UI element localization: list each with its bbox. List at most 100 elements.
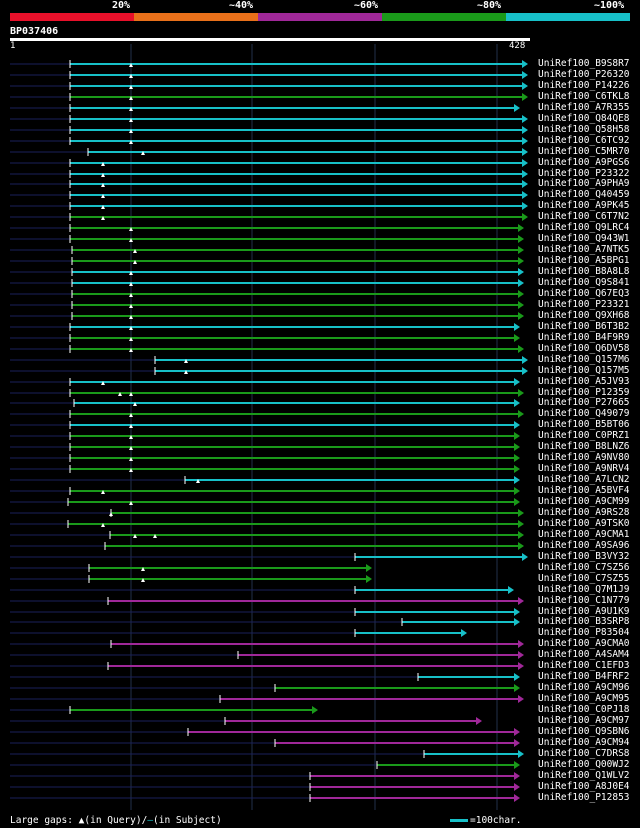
hit-label[interactable]: UniRef100_Q157M6 [538, 354, 630, 365]
gap-legend-label: Large gaps: [10, 815, 73, 826]
hit-label[interactable]: UniRef100_A5JV93 [538, 376, 630, 387]
hit-label[interactable]: UniRef100_B4F9R9 [538, 332, 630, 343]
hit-label[interactable]: UniRef100_Q49079 [538, 408, 630, 419]
hit-label[interactable]: UniRef100_Q7M1J9 [538, 584, 630, 595]
hit-label[interactable]: UniRef100_C1N779 [538, 595, 630, 606]
gap-marker-icon [129, 293, 133, 297]
hit-label[interactable]: UniRef100_Q157M5 [538, 365, 630, 376]
hit-label[interactable]: UniRef100_A9SA96 [538, 540, 630, 551]
hit-label[interactable]: UniRef100_Q6DV58 [538, 343, 630, 354]
hit-label[interactable]: UniRef100_B5BT06 [538, 419, 630, 430]
hit-label[interactable]: UniRef100_C0PJ18 [538, 704, 630, 715]
gap-marker-icon [129, 446, 133, 450]
hit-label[interactable]: UniRef100_P26320 [538, 69, 630, 80]
hit-arrow-icon [518, 531, 524, 539]
hit-label[interactable]: UniRef100_B8A8L8 [538, 266, 630, 277]
gap-marker-icon [153, 534, 157, 538]
hit-label[interactable]: UniRef100_B3VY32 [538, 551, 630, 562]
hit-label[interactable]: UniRef100_C7DRS8 [538, 748, 630, 759]
hit-label[interactable]: UniRef100_A9CM99 [538, 496, 630, 507]
gap-legend: Large gaps: ▲(in Query)/—(in Subject) [10, 815, 222, 826]
hit-label[interactable]: UniRef100_C7SZ56 [538, 562, 630, 573]
gap-in-query-label: (in Query)/ [84, 815, 148, 826]
hit-label[interactable]: UniRef100_A9NV80 [538, 452, 630, 463]
hit-label[interactable]: UniRef100_Q84QE8 [538, 113, 630, 124]
hit-arrow-icon [522, 71, 528, 79]
identity-legend-bar [10, 13, 630, 21]
hit-label[interactable]: UniRef100_P12853 [538, 792, 630, 803]
hit-label[interactable]: UniRef100_A9U1K9 [538, 606, 630, 617]
hit-label[interactable]: UniRef100_P27665 [538, 397, 630, 408]
gap-marker-icon [129, 424, 133, 428]
gap-marker-icon [196, 479, 200, 483]
hit-label[interactable]: UniRef100_P14226 [538, 80, 630, 91]
hit-label[interactable]: UniRef100_A9NRV4 [538, 463, 630, 474]
hit-arrow-icon [518, 662, 524, 670]
hit-label[interactable]: UniRef100_B6T3B2 [538, 321, 630, 332]
hit-label[interactable]: UniRef100_A9PGS6 [538, 157, 630, 168]
subject-gap-dash-icon: — [147, 815, 154, 826]
hit-arrow-icon [514, 334, 520, 342]
legend-labels: 20% ~40% ~60% ~80% ~100% [0, 0, 640, 13]
hit-label[interactable]: UniRef100_Q40459 [538, 189, 630, 200]
hit-label[interactable]: UniRef100_Q9SBN6 [538, 726, 630, 737]
hit-label[interactable]: UniRef100_C6T7N2 [538, 211, 630, 222]
hit-label[interactable]: UniRef100_B3SRP8 [538, 616, 630, 627]
hit-label[interactable]: UniRef100_Q943W1 [538, 233, 630, 244]
hit-label[interactable]: UniRef100_A9TSK0 [538, 518, 630, 529]
gap-marker-icon [101, 381, 105, 385]
hit-arrow-icon [514, 476, 520, 484]
hit-arrow-icon [518, 312, 524, 320]
hit-label[interactable]: UniRef100_B9S8R7 [538, 58, 630, 69]
hit-label[interactable]: UniRef100_A9CM94 [538, 737, 630, 748]
query-bar [10, 38, 530, 41]
hit-label[interactable]: UniRef100_B4FRF2 [538, 671, 630, 682]
hit-label[interactable]: UniRef100_A9PHA9 [538, 178, 630, 189]
hit-label[interactable]: UniRef100_C0PRZ1 [538, 430, 630, 441]
hit-label[interactable]: UniRef100_C1EFD3 [538, 660, 630, 671]
hit-label[interactable]: UniRef100_A9RS28 [538, 507, 630, 518]
hit-arrow-icon [518, 542, 524, 550]
hit-label[interactable]: UniRef100_P83504 [538, 627, 630, 638]
hit-label[interactable]: UniRef100_C7SZ55 [538, 573, 630, 584]
hit-label[interactable]: UniRef100_A9CM96 [538, 682, 630, 693]
hit-label[interactable]: UniRef100_A7R355 [538, 102, 630, 113]
hit-arrow-icon [518, 235, 524, 243]
hit-label[interactable]: UniRef100_A9CMA1 [538, 529, 630, 540]
hit-label[interactable]: UniRef100_A4SAM4 [538, 649, 630, 660]
hit-label[interactable]: UniRef100_C6TKL8 [538, 91, 630, 102]
hit-arrow-icon [522, 213, 528, 221]
hit-label[interactable]: UniRef100_P23322 [538, 168, 630, 179]
hit-label[interactable]: UniRef100_P23321 [538, 299, 630, 310]
hit-label[interactable]: UniRef100_A8J0E4 [538, 781, 630, 792]
hit-arrow-icon [518, 750, 524, 758]
hit-arrow-icon [514, 421, 520, 429]
hit-label[interactable]: UniRef100_A9CMA0 [538, 638, 630, 649]
legend-segment [10, 13, 134, 21]
hit-label[interactable]: UniRef100_P12359 [538, 387, 630, 398]
hit-label[interactable]: UniRef100_Q58H58 [538, 124, 630, 135]
hit-label[interactable]: UniRef100_Q9S841 [538, 277, 630, 288]
hit-label[interactable]: UniRef100_C6TC92 [538, 135, 630, 146]
hit-label[interactable]: UniRef100_Q00WJ2 [538, 759, 630, 770]
hit-label[interactable]: UniRef100_A7NTK5 [538, 244, 630, 255]
legend-label-40: ~40% [229, 0, 254, 11]
legend-label-80: ~80% [477, 0, 502, 11]
hit-label[interactable]: UniRef100_A9CM95 [538, 693, 630, 704]
hit-label[interactable]: UniRef100_A9CM97 [538, 715, 630, 726]
hit-label[interactable]: UniRef100_Q67EQ3 [538, 288, 630, 299]
hit-label[interactable]: UniRef100_C5MR70 [538, 146, 630, 157]
hit-arrow-icon [518, 640, 524, 648]
hit-label[interactable]: UniRef100_A9PK45 [538, 200, 630, 211]
hit-label[interactable]: UniRef100_B8LNZ6 [538, 441, 630, 452]
hit-arrow-icon [522, 180, 528, 188]
hit-label[interactable]: UniRef100_Q9XH68 [538, 310, 630, 321]
hit-label[interactable]: UniRef100_Q1WLV2 [538, 770, 630, 781]
hit-label[interactable]: UniRef100_A5BPG1 [538, 255, 630, 266]
hit-label[interactable]: UniRef100_A7LCN2 [538, 474, 630, 485]
gap-marker-icon [101, 194, 105, 198]
hit-label[interactable]: UniRef100_Q9LRC4 [538, 222, 630, 233]
hit-label[interactable]: UniRef100_A5BVF4 [538, 485, 630, 496]
hit-arrow-icon [522, 137, 528, 145]
